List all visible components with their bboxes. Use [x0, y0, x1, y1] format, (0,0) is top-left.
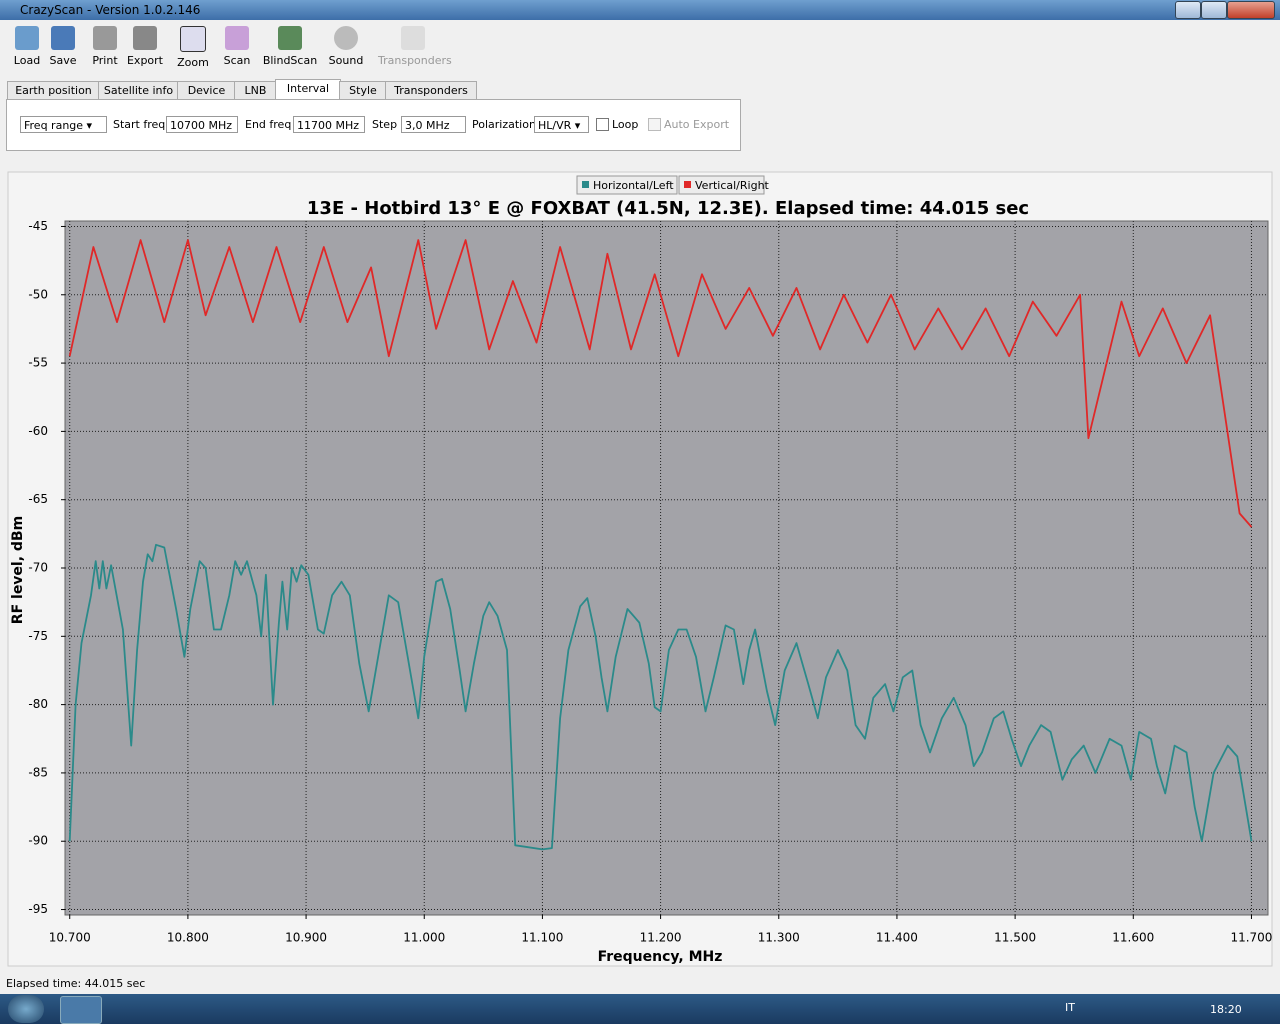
label: End freq — [245, 118, 292, 131]
legend-box — [576, 175, 678, 195]
tab[interactable]: Style — [339, 81, 387, 100]
series-line — [68, 543, 1253, 851]
x-axis-label: Frequency, MHz — [598, 949, 723, 965]
toolbar-button[interactable]: Save — [41, 24, 85, 70]
x-tick-label: 11.400 — [876, 931, 918, 945]
toolbar-button[interactable]: Transponders — [378, 24, 452, 70]
button-label: Export — [126, 54, 163, 67]
y-tick-label: -45 — [28, 219, 48, 233]
toolbar-button[interactable]: Load — [5, 24, 49, 70]
tab[interactable]: Satellite info — [98, 81, 179, 100]
polarization-select[interactable]: HL/VR ▾ — [534, 116, 589, 133]
legend-swatch — [582, 181, 589, 188]
step-input[interactable]: 3,0 MHz — [401, 116, 466, 133]
x-tick-label: 11.500 — [994, 931, 1036, 945]
x-tick-label: 11.000 — [403, 931, 445, 945]
y-tick-label: -95 — [28, 902, 48, 916]
button-label: BlindScan — [262, 54, 318, 67]
tab[interactable]: Transponders — [385, 81, 477, 100]
button-label: Save — [49, 54, 77, 67]
taskbar-app[interactable] — [60, 996, 102, 1024]
button-label: Print — [92, 54, 118, 67]
minimize-button[interactable] — [1175, 1, 1201, 19]
language[interactable]: IT — [1065, 1001, 1075, 1014]
toolbar-button[interactable]: BlindScan — [262, 24, 318, 70]
legend-box — [678, 175, 765, 195]
x-tick-label: 11.200 — [640, 931, 682, 945]
button-label: Load — [13, 54, 41, 67]
chart-title: 13E - Hotbird 13° E @ FOXBAT (41.5N, 12.… — [307, 198, 1029, 219]
end-input[interactable]: 11700 MHz — [293, 116, 365, 133]
y-tick-label: -60 — [28, 424, 48, 438]
legend-swatch — [684, 181, 691, 188]
toolbar-button[interactable]: Scan — [215, 24, 259, 70]
maximize-button[interactable] — [1201, 1, 1227, 19]
series-line — [68, 239, 1253, 528]
y-tick-label: -55 — [28, 356, 48, 370]
y-tick-label: -80 — [28, 697, 48, 711]
tab[interactable]: Earth position — [7, 81, 100, 100]
title-bar: CrazyScan - Version 1.0.2.146 — [0, 0, 1280, 20]
y-tick-label: -90 — [28, 834, 48, 848]
toolbar-button[interactable]: Zoom — [171, 24, 215, 70]
checkbox[interactable] — [596, 118, 609, 131]
toolbar-button[interactable]: Sound — [324, 24, 368, 70]
status-text: Elapsed time: 44.015 sec — [6, 977, 146, 990]
select-value: HL/VR — [538, 119, 572, 132]
x-tick-label: 11.300 — [758, 931, 800, 945]
x-tick-label: 10.700 — [49, 931, 91, 945]
checkbox-label: Loop — [612, 118, 639, 131]
start-input[interactable]: 10700 MHz — [166, 116, 238, 133]
mode-select[interactable]: Freq range ▾ — [20, 116, 107, 133]
start-button[interactable] — [8, 995, 44, 1023]
y-tick-label: -50 — [28, 287, 48, 301]
x-tick-label: 10.900 — [285, 931, 327, 945]
y-axis-label: RF level, dBm — [10, 516, 26, 624]
button-label: Zoom — [177, 56, 209, 69]
label: Step — [372, 118, 398, 131]
label: Start freq — [113, 118, 166, 131]
window-title: CrazyScan - Version 1.0.2.146 — [20, 3, 201, 17]
button-label: Sound — [328, 54, 364, 67]
x-tick-label: 11.100 — [521, 931, 563, 945]
checkbox — [648, 118, 661, 131]
button-label: Transponders — [378, 54, 452, 67]
checkbox-label: Auto Export — [664, 118, 730, 131]
legend-label: Horizontal/Left — [593, 179, 674, 192]
y-tick-label: -70 — [28, 561, 48, 575]
legend-item[interactable]: Vertical/Right — [678, 175, 770, 195]
x-tick-label: 11.700 — [1230, 931, 1272, 945]
toolbar-button[interactable]: Export — [123, 24, 167, 70]
legend-item[interactable]: Horizontal/Left — [576, 175, 678, 195]
x-tick-label: 10.800 — [167, 931, 209, 945]
toolbar-button[interactable]: Print — [83, 24, 127, 70]
tab[interactable]: Device — [177, 81, 236, 100]
clock[interactable]: 18:20 — [1210, 1003, 1242, 1016]
x-tick-label: 11.600 — [1112, 931, 1154, 945]
legend-label: Vertical/Right — [695, 179, 770, 192]
y-tick-label: -85 — [28, 765, 48, 779]
select-value: Freq range — [24, 119, 84, 132]
close-button[interactable] — [1227, 1, 1275, 19]
label: Polarization — [472, 118, 536, 131]
taskbar: IT 18:20 — [0, 994, 1280, 1024]
y-tick-label: -75 — [28, 629, 48, 643]
y-tick-label: -65 — [28, 492, 48, 506]
interval-panel: Freq range ▾ Start freq 10700 MHz End fr… — [6, 99, 741, 151]
button-label: Scan — [223, 54, 251, 67]
